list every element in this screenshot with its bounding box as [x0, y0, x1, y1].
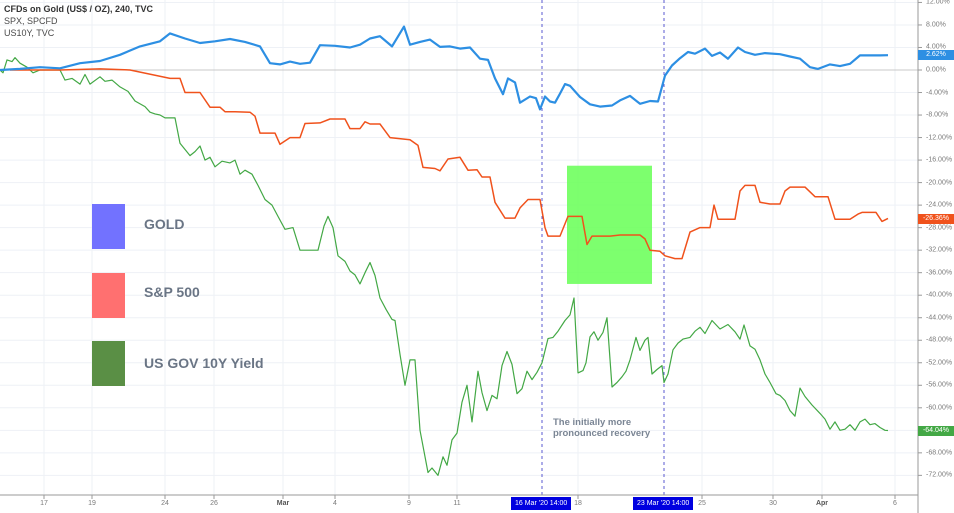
sp500-key-label: S&P 500 — [144, 284, 200, 300]
time-axis-ticks — [43, 495, 896, 499]
price-axis-label: -56.00% — [926, 381, 953, 389]
time-axis-label: 17 — [40, 500, 48, 507]
price-axis-label: -60.00% — [926, 404, 953, 412]
price-axis-label: -48.00% — [926, 336, 953, 344]
us10y-last-price-tag: -64.04% — [918, 426, 954, 436]
gold-last-price-tag: 2.62% — [918, 50, 954, 60]
time-axis-label: 19 — [88, 500, 96, 507]
time-axis-label: Mar — [276, 500, 290, 507]
price-axis-label: 4.00% — [926, 43, 946, 51]
series-lines — [0, 25, 889, 476]
price-axis-label: -24.00% — [926, 201, 953, 209]
us10y-key-label: US GOV 10Y Yield — [144, 355, 264, 371]
price-axis-label: -44.00% — [926, 314, 953, 322]
time-axis-label: 11 — [453, 500, 461, 507]
price-axis-label: -40.00% — [926, 291, 953, 299]
annotation-line-1: The initially more — [553, 417, 632, 428]
price-axis-label: -20.00% — [926, 179, 953, 187]
time-axis-label: 26 — [210, 500, 218, 507]
crosshair-time-tag-2: 23 Mar '20 14:00 — [633, 497, 694, 510]
main-symbol-title[interactable]: CFDs on Gold (US$ / OZ), 240, TVC — [4, 4, 154, 14]
gold-line[interactable] — [0, 25, 889, 111]
price-axis-ticks — [918, 1, 922, 476]
us-gov-10y-yield-line[interactable] — [0, 56, 889, 476]
price-axis-label: 12.00% — [926, 0, 950, 6]
us10y-color-key — [92, 341, 125, 386]
s-p-500-line[interactable] — [10, 68, 889, 260]
time-axis-label: 30 — [769, 500, 777, 507]
price-axis-label: -28.00% — [926, 224, 953, 232]
crosshair-lines — [541, 0, 665, 495]
price-axis-label: -72.00% — [926, 471, 953, 479]
price-axis-label: -8.00% — [926, 111, 949, 119]
price-axis-label: -32.00% — [926, 246, 953, 254]
price-axis-label: -16.00% — [926, 156, 953, 164]
price-axis-label: -52.00% — [926, 359, 953, 367]
time-axis-label: 4 — [333, 500, 337, 507]
price-axis-label: 8.00% — [926, 21, 946, 29]
gold-color-key — [92, 204, 125, 249]
highlight-rectangle[interactable] — [567, 165, 652, 284]
price-axis-label: 0.00% — [926, 66, 946, 74]
compare-symbol-us10y[interactable]: US10Y, TVC — [4, 28, 55, 38]
gold-key-label: GOLD — [144, 216, 185, 232]
time-axis-label: 18 — [574, 500, 582, 507]
time-axis-label: Apr — [815, 500, 829, 507]
price-axis-label: -4.00% — [926, 89, 949, 97]
time-axis-label: 25 — [698, 500, 706, 507]
annotation-line-2: pronounced recovery — [553, 428, 651, 439]
time-axis-label: 24 — [161, 500, 169, 507]
sp500-color-key — [92, 273, 125, 318]
sp500-last-price-tag: -26.36% — [918, 214, 954, 224]
crosshair-time-tag-1: 16 Mar '20 14:00 — [511, 497, 572, 510]
price-axis-label: -68.00% — [926, 449, 953, 457]
recovery-annotation: The initially more pronounced recovery — [553, 417, 650, 439]
chart-grid — [0, 0, 918, 495]
series-legend: CFDs on Gold (US$ / OZ), 240, TVC SPX, S… — [4, 3, 153, 39]
price-axis-label: -12.00% — [926, 134, 953, 142]
price-axis-label: -36.00% — [926, 269, 953, 277]
compare-symbol-spx[interactable]: SPX, SPCFD — [4, 16, 58, 26]
time-axis-label: 6 — [893, 500, 897, 507]
time-axis-label: 9 — [407, 500, 411, 507]
